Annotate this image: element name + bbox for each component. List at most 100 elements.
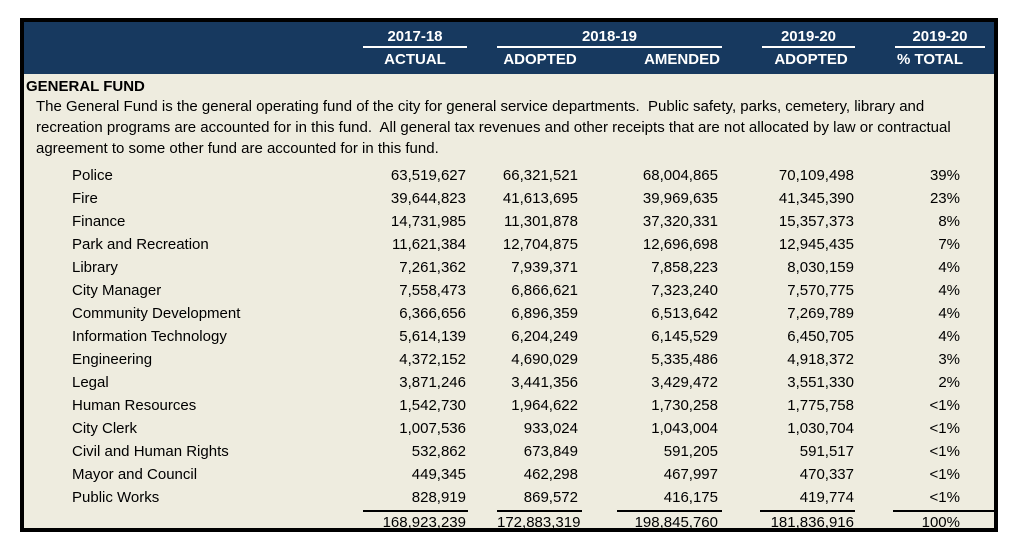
column-label-row: ACTUAL ADOPTED AMENDED ADOPTED % TOTAL xyxy=(24,48,994,74)
department-name: City Clerk xyxy=(72,420,138,437)
value-cell: 7,858,223 xyxy=(651,259,718,276)
value-cell: <1% xyxy=(929,489,960,506)
value-cell: 3% xyxy=(938,351,960,368)
total-amended-2018-19: 198,845,760 xyxy=(582,506,722,528)
value-cell: 5,335,486 xyxy=(651,351,718,368)
value-cell: 3,429,472 xyxy=(651,374,718,391)
value-cell: 68,004,865 xyxy=(642,167,718,184)
value-cell: 419,774 xyxy=(799,489,854,506)
value-cell: 8,030,159 xyxy=(787,259,854,276)
value-cell: <1% xyxy=(929,466,960,483)
value-cell: 6,145,529 xyxy=(651,328,718,345)
value-cell: 3,551,330 xyxy=(787,374,854,391)
year-2018-19-header: 2018-19 xyxy=(468,22,722,48)
value-cell: 1,964,622 xyxy=(511,397,578,414)
value-cell: 5,614,139 xyxy=(399,328,466,345)
table-header: 2017-18 2018-19 2019-20 2019-20 ACTUAL xyxy=(24,22,994,74)
department-name: Civil and Human Rights xyxy=(72,443,229,460)
value-cell: 11,621,384 xyxy=(392,236,466,253)
table-row: City Manager 7,558,473 6,866,621 7,323,240 7… xyxy=(24,276,994,299)
value-cell: 933,024 xyxy=(523,420,578,437)
value-cell: 41,613,695 xyxy=(502,190,578,207)
value-cell: 4% xyxy=(938,328,960,345)
section-title-row: GENERAL FUND xyxy=(24,74,994,96)
value-cell: 7,570,775 xyxy=(787,282,854,299)
section-title: GENERAL FUND xyxy=(26,78,145,95)
department-name: Mayor and Council xyxy=(72,466,198,483)
value-cell: 1,043,004 xyxy=(651,420,718,437)
value-cell: 1,775,758 xyxy=(787,397,854,414)
table-row: Library 7,261,362 7,939,371 7,858,223 8,030,… xyxy=(24,253,994,276)
budget-table: 2017-18 2018-19 2019-20 2019-20 ACTUAL xyxy=(24,22,994,528)
value-cell: 6,450,705 xyxy=(787,328,854,345)
value-cell: 3,441,356 xyxy=(511,374,578,391)
table-row: City Clerk 1,007,536 933,024 1,043,004 1,030… xyxy=(24,414,994,437)
table-row: Engineering 4,372,152 4,690,029 5,335,486 4,… xyxy=(24,345,994,368)
value-cell: 4,372,152 xyxy=(399,351,466,368)
value-cell: 591,205 xyxy=(663,443,718,460)
year-2019-20-pct-header: 2019-20 xyxy=(855,22,994,48)
value-cell: 4% xyxy=(938,259,960,276)
total-pct: 100% xyxy=(855,506,994,528)
col-header-adopted-2019-20: ADOPTED xyxy=(722,48,855,74)
total-adopted-2019-20: 181,836,916 xyxy=(722,506,855,528)
value-cell: 70,109,498 xyxy=(778,167,854,184)
value-cell: 1,730,258 xyxy=(651,397,718,414)
year-2017-18-header: 2017-18 xyxy=(354,22,468,48)
table-row: Community Development 6,366,656 6,896,359 6… xyxy=(24,299,994,322)
value-cell: 7,323,240 xyxy=(651,282,718,299)
table-row: Park and Recreation 11,621,384 12,704,875 1… xyxy=(24,230,994,253)
value-cell: 416,175 xyxy=(663,489,718,506)
value-cell: 7,261,362 xyxy=(399,259,466,276)
col-header-amended-2018-19: AMENDED xyxy=(582,48,722,74)
department-name: Legal xyxy=(72,374,109,391)
value-cell: 4,690,029 xyxy=(511,351,578,368)
value-cell: 7,558,473 xyxy=(399,282,466,299)
department-name: Police xyxy=(72,167,113,184)
general-fund-budget-table-frame: 2017-18 2018-19 2019-20 2019-20 ACTUAL xyxy=(20,18,998,532)
department-name: Information Technology xyxy=(72,328,227,345)
table-body: GENERAL FUND The General Fund is the gen… xyxy=(24,74,994,528)
department-name: Community Development xyxy=(72,305,241,322)
section-description: The General Fund is the general operatin… xyxy=(36,98,955,157)
table-row: Mayor and Council 449,345 462,298 467,997 47… xyxy=(24,460,994,483)
value-cell: 12,945,435 xyxy=(778,236,854,253)
value-cell: 1,542,730 xyxy=(399,397,466,414)
value-cell: 39% xyxy=(929,167,960,184)
value-cell: 39,644,823 xyxy=(390,190,466,207)
value-cell: 467,997 xyxy=(663,466,718,483)
table-row: Legal 3,871,246 3,441,356 3,429,472 3,551,33… xyxy=(24,368,994,391)
value-cell: 470,337 xyxy=(799,466,854,483)
department-name: Park and Recreation xyxy=(72,236,209,253)
department-name: Human Resources xyxy=(72,397,197,414)
col-header-pct-total: % TOTAL xyxy=(855,48,994,74)
year-2019-20-adopted-label: 2019-20 xyxy=(762,28,855,48)
value-cell: 828,919 xyxy=(411,489,466,506)
value-cell: 673,849 xyxy=(523,443,578,460)
col-header-adopted-2018-19: ADOPTED xyxy=(468,48,582,74)
value-cell: 12,704,875 xyxy=(502,236,578,253)
total-adopted-2018-19: 172,883,319 xyxy=(468,506,582,528)
value-cell: 15,357,373 xyxy=(778,213,854,230)
value-cell: 6,513,642 xyxy=(651,305,718,322)
department-name: Finance xyxy=(72,213,126,230)
value-cell: 869,572 xyxy=(523,489,578,506)
value-cell: 8% xyxy=(938,213,960,230)
table-row: Public Works 828,919 869,572 416,175 419,774… xyxy=(24,483,994,506)
value-cell: 449,345 xyxy=(411,466,466,483)
department-name: Public Works xyxy=(72,489,160,506)
value-cell: 66,321,521 xyxy=(502,167,578,184)
department-name: Fire xyxy=(72,190,98,207)
empty-header-cell xyxy=(24,22,354,48)
table-row: Information Technology 5,614,139 6,204,249… xyxy=(24,322,994,345)
value-cell: 7,939,371 xyxy=(511,259,578,276)
value-cell: 4% xyxy=(938,282,960,299)
value-cell: 4% xyxy=(938,305,960,322)
value-cell: 39,969,635 xyxy=(642,190,718,207)
table-row: Finance 14,731,985 11,301,878 37,320,331 15,… xyxy=(24,207,994,230)
empty-header-cell xyxy=(24,48,354,74)
value-cell: 462,298 xyxy=(523,466,578,483)
table-row: Fire 39,644,823 41,613,695 39,969,635 41,345… xyxy=(24,184,994,207)
value-cell: 591,517 xyxy=(799,443,854,460)
value-cell: 532,862 xyxy=(411,443,466,460)
